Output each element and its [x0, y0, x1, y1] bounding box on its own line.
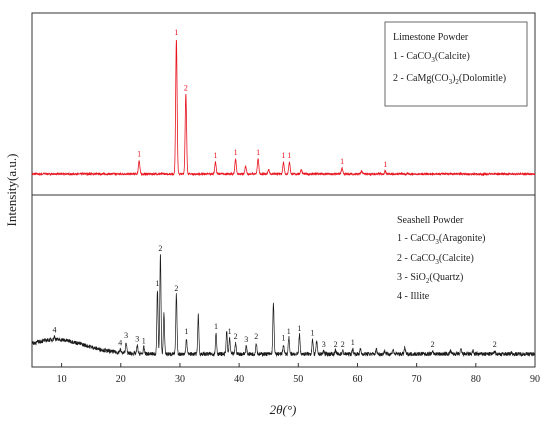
limestone-peak-label: 2 — [184, 84, 188, 93]
limestone-peak-label: 1 — [256, 148, 260, 157]
seashell-peak-label: 1 — [351, 338, 355, 347]
seashell-peak-label: 2 — [431, 340, 435, 349]
x-tick-label: 40 — [234, 374, 244, 385]
x-tick-label: 50 — [293, 374, 303, 385]
plot-frame — [31, 12, 536, 368]
limestone-peak-label: 1 — [287, 151, 291, 160]
x-tick-label: 80 — [471, 374, 481, 385]
seashell-peak-label: 2 — [493, 340, 497, 349]
seashell-peak-label: 2 — [158, 244, 162, 253]
legend-seashell-box — [392, 203, 534, 307]
seashell-peak-label: 1 — [282, 333, 286, 342]
legend-seashell-entry-3: 3 - SiO2(Quartz) — [397, 272, 463, 285]
y-axis-title: Intensity(a.u.) — [4, 154, 19, 227]
limestone-peak-label: 1 — [174, 28, 178, 37]
x-tick-label: 10 — [57, 374, 67, 385]
seashell-spectrum-line — [31, 254, 536, 358]
x-tick-label: 70 — [412, 374, 422, 385]
seashell-peak-label: 2 — [334, 340, 338, 349]
limestone-peak-label: 1 — [234, 148, 238, 157]
seashell-peak-label: 3 — [135, 335, 139, 344]
legend-seashell-entry-2: 2 - CaCO3(Calcite) — [397, 253, 474, 266]
seashell-peak-label: 1 — [214, 322, 218, 331]
legend-limestone: Limestone Powder 1 - CaCO3(Calcite) 2 - … — [384, 21, 528, 107]
legend-limestone-box — [384, 21, 528, 107]
legend-limestone-entry-1: 1 - CaCO3(Calcite) — [393, 51, 470, 64]
x-axis-title: 2θ(°) — [270, 402, 297, 417]
seashell-peak-label: 2 — [234, 332, 238, 341]
seashell-peak-label: 1 — [287, 327, 291, 336]
seashell-peak-label: 1 — [185, 327, 189, 336]
seashell-peak-label: 1 — [142, 336, 146, 345]
legend-limestone-title: Limestone Powder — [393, 32, 469, 43]
legend-limestone-entry-2: 2 - CaMg(CO3)2(Dolomitle) — [393, 73, 506, 86]
seashell-peak-label: 1 — [311, 329, 315, 338]
x-tick-label: 30 — [175, 374, 185, 385]
x-tick-label: 60 — [352, 374, 362, 385]
limestone-spectrum-line — [31, 40, 536, 177]
limestone-peak-label: 1 — [340, 157, 344, 166]
seashell-peak-label: 3 — [244, 335, 248, 344]
limestone-peak-label: 1 — [282, 151, 286, 160]
seashell-peak-label: 2 — [254, 332, 258, 341]
x-axis-ticks: 10 20 30 40 50 60 70 80 90 — [57, 363, 540, 385]
seashell-peak-label: 3 — [322, 340, 326, 349]
x-tick-label: 20 — [116, 374, 126, 385]
seashell-peak-label: 2 — [341, 340, 345, 349]
seashell-peak-label: 1 — [156, 279, 160, 288]
seashell-peak-label: 1 — [298, 324, 302, 333]
seashell-peak-label: 4 — [53, 325, 57, 334]
seashell-peak-label: 1 — [228, 327, 232, 336]
legend-seashell-entry-4: 4 - Illite — [397, 291, 430, 302]
legend-seashell-entry-1: 1 - CaCO3(Aragonite) — [397, 233, 486, 246]
limestone-peak-label: 1 — [383, 160, 387, 169]
seashell-peak-label: 3 — [124, 331, 128, 340]
seashell-peak-label: 4 — [118, 339, 122, 348]
seashell-peak-label: 2 — [174, 284, 178, 293]
legend-seashell: Seashell Powder 1 - CaCO3(Aragonite) 2 -… — [392, 203, 534, 307]
legend-seashell-title: Seashell Powder — [397, 215, 464, 226]
x-tick-label: 90 — [530, 374, 540, 385]
limestone-peak-label: 1 — [137, 150, 141, 159]
limestone-peak-label: 1 — [213, 151, 217, 160]
